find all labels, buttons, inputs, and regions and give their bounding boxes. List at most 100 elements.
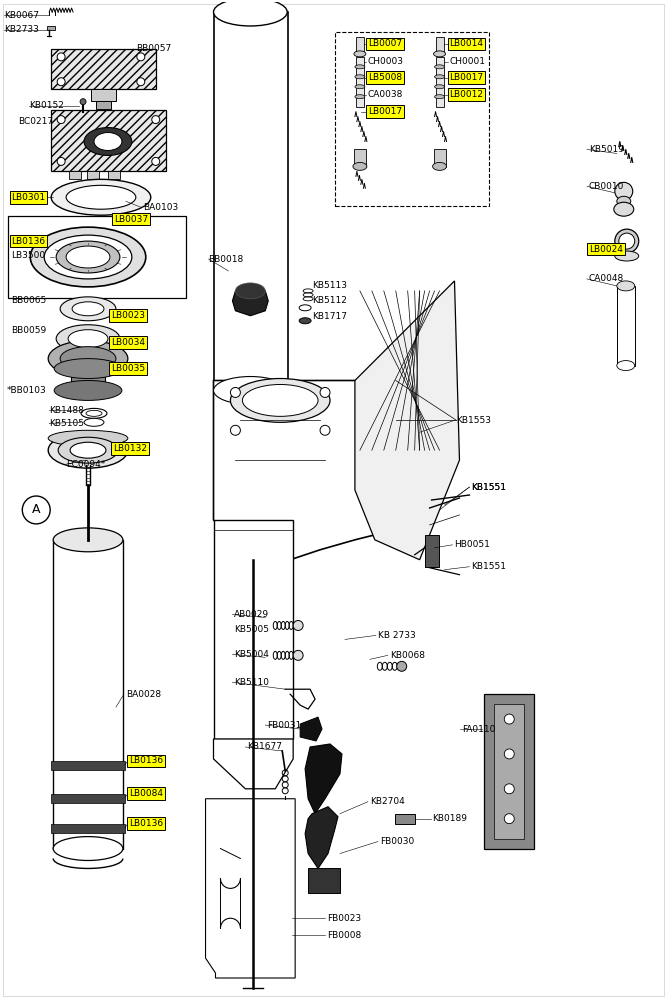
Text: KB0068: KB0068 <box>390 651 425 660</box>
Text: KB1551: KB1551 <box>472 562 506 571</box>
Ellipse shape <box>435 85 444 89</box>
Ellipse shape <box>299 318 311 324</box>
Ellipse shape <box>86 410 102 416</box>
Ellipse shape <box>434 51 446 57</box>
Text: CA0048: CA0048 <box>589 274 624 283</box>
Circle shape <box>152 157 159 165</box>
Circle shape <box>293 650 303 660</box>
Ellipse shape <box>53 837 123 860</box>
Circle shape <box>57 157 65 165</box>
Ellipse shape <box>617 281 635 291</box>
Ellipse shape <box>58 437 118 463</box>
Text: FB0008: FB0008 <box>327 931 362 940</box>
Circle shape <box>57 116 65 124</box>
Ellipse shape <box>60 347 116 371</box>
Circle shape <box>504 784 514 794</box>
Ellipse shape <box>299 305 311 311</box>
Text: KB1488: KB1488 <box>49 406 84 415</box>
Ellipse shape <box>230 379 330 422</box>
Circle shape <box>22 496 50 524</box>
Circle shape <box>152 116 159 124</box>
Text: KB2733: KB2733 <box>5 25 39 34</box>
Bar <box>87 171 99 179</box>
Circle shape <box>293 620 303 630</box>
Text: KB5105: KB5105 <box>49 419 84 428</box>
Text: KB5005: KB5005 <box>234 625 269 634</box>
Text: LB0024: LB0024 <box>589 245 623 254</box>
Bar <box>96 101 111 109</box>
Bar <box>47 26 55 30</box>
Text: KB 2733: KB 2733 <box>378 631 416 640</box>
Bar <box>617 286 635 366</box>
Ellipse shape <box>30 227 146 287</box>
Text: KB5112: KB5112 <box>312 296 347 305</box>
Text: CB0010: CB0010 <box>589 182 624 191</box>
Ellipse shape <box>433 162 446 170</box>
Bar <box>108 171 120 179</box>
Bar <box>53 540 123 849</box>
Circle shape <box>504 714 514 724</box>
Bar <box>91 89 116 101</box>
Text: LB0035: LB0035 <box>111 364 145 373</box>
Text: KB5004: KB5004 <box>234 650 269 659</box>
Text: LB0012: LB0012 <box>450 90 484 99</box>
Text: BC0217: BC0217 <box>18 117 53 126</box>
Text: LB0037: LB0037 <box>114 215 148 224</box>
Ellipse shape <box>81 408 107 418</box>
Text: A: A <box>32 503 41 516</box>
Bar <box>308 868 340 893</box>
Ellipse shape <box>53 528 123 552</box>
Text: KB1551: KB1551 <box>472 483 506 492</box>
Text: CA0038: CA0038 <box>368 90 404 99</box>
Bar <box>213 520 293 739</box>
Ellipse shape <box>614 202 634 216</box>
Ellipse shape <box>70 442 106 458</box>
Circle shape <box>137 78 145 86</box>
Ellipse shape <box>213 377 287 404</box>
Text: FB0023: FB0023 <box>327 914 361 923</box>
Bar <box>51 49 155 89</box>
Text: LB0132: LB0132 <box>113 444 147 453</box>
Ellipse shape <box>48 341 128 377</box>
Circle shape <box>57 53 65 61</box>
Text: LB0084: LB0084 <box>129 789 163 798</box>
Ellipse shape <box>435 95 444 99</box>
Text: LB5008: LB5008 <box>368 73 402 82</box>
Bar <box>494 704 524 839</box>
Ellipse shape <box>617 196 631 206</box>
Text: LB0023: LB0023 <box>111 311 145 320</box>
Bar <box>335 32 490 206</box>
Polygon shape <box>213 739 293 789</box>
Text: KB0067: KB0067 <box>5 11 39 20</box>
Text: LB0017: LB0017 <box>450 73 484 82</box>
Text: LB0014: LB0014 <box>450 39 484 48</box>
Ellipse shape <box>54 380 122 400</box>
Text: KB5019: KB5019 <box>589 145 624 154</box>
Text: KB1677: KB1677 <box>247 742 282 751</box>
Text: FB0030: FB0030 <box>380 837 414 846</box>
Bar <box>436 57 444 107</box>
Polygon shape <box>213 380 395 560</box>
Text: KB5113: KB5113 <box>312 281 347 290</box>
Ellipse shape <box>68 330 108 348</box>
Ellipse shape <box>56 325 120 353</box>
Text: FA0110: FA0110 <box>462 725 496 734</box>
Ellipse shape <box>619 233 635 249</box>
Circle shape <box>397 661 407 671</box>
Ellipse shape <box>355 65 365 69</box>
Ellipse shape <box>353 162 367 170</box>
Ellipse shape <box>435 65 444 69</box>
Bar <box>356 37 364 52</box>
Bar <box>356 57 364 107</box>
Circle shape <box>320 425 330 435</box>
Ellipse shape <box>355 75 365 79</box>
Text: LB0007: LB0007 <box>368 39 402 48</box>
Ellipse shape <box>94 133 122 150</box>
Text: HB0051: HB0051 <box>454 540 490 549</box>
Bar <box>436 37 444 52</box>
Ellipse shape <box>242 384 318 416</box>
Text: EC0094*: EC0094* <box>66 460 105 469</box>
Text: LB0017: LB0017 <box>368 107 402 116</box>
Text: CH0003: CH0003 <box>368 57 404 66</box>
Bar <box>354 149 366 167</box>
